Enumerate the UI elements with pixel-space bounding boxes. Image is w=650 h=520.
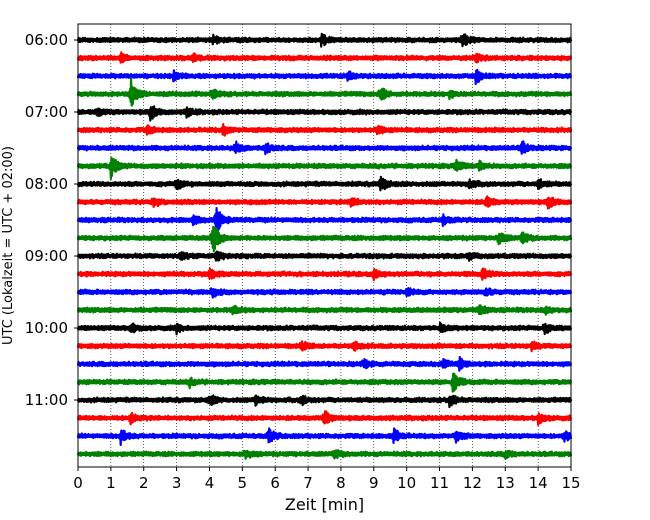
x-axis-ticks: 0 1 2 3 4 5 6 7 8 9 10 11 12 13 14 15 (73, 467, 581, 492)
x-tick-label: 13 (496, 474, 515, 492)
trace-row-1015 (76, 340, 573, 353)
x-tick-label: 9 (369, 474, 379, 492)
trace-row-0745 (76, 156, 573, 181)
x-tick-label: 2 (139, 474, 149, 492)
y-tick-label: 08:00 (25, 175, 68, 193)
x-tick-label: 3 (172, 474, 182, 492)
x-tick-label: 7 (303, 474, 313, 492)
trace-row-0915 (76, 267, 573, 282)
trace-row-0600 (76, 32, 573, 48)
trace-row-0715 (76, 123, 573, 137)
x-tick-label: 6 (270, 474, 280, 492)
y-axis-label: UTC (Lokalzeit = UTC + 02:00) (1, 146, 16, 345)
trace-row-1115 (76, 410, 573, 426)
trace-row-1145 (76, 449, 573, 460)
plot-frame (77, 23, 572, 468)
x-tick-label: 8 (336, 474, 346, 492)
y-tick-label: 07:00 (25, 103, 68, 121)
x-gridlines (110, 24, 539, 467)
y-tick-label: 10:00 (25, 319, 68, 337)
trace-row-1100 (76, 394, 573, 409)
trace-row-1030 (76, 355, 573, 372)
trace-row-0945 (76, 304, 573, 316)
trace-row-1045 (76, 372, 573, 393)
trace-row-0800 (76, 175, 573, 192)
trace-row-0700 (76, 105, 573, 122)
trace-row-0630 (76, 68, 573, 86)
trace-row-0815 (76, 195, 573, 210)
trace-row-0845 (76, 225, 573, 253)
trace-rows (76, 32, 573, 460)
trace-row-0730 (76, 140, 573, 156)
x-tick-label: 5 (238, 474, 248, 492)
x-tick-label: 4 (205, 474, 215, 492)
x-tick-label: 12 (463, 474, 482, 492)
x-axis-label: Zeit [min] (285, 495, 364, 514)
x-tick-label: 14 (529, 474, 548, 492)
x-tick-label: 0 (73, 474, 83, 492)
y-tick-label: 09:00 (25, 247, 68, 265)
x-tick-label: 11 (430, 474, 449, 492)
trace-row-0930 (76, 287, 573, 299)
trace-row-0830 (76, 207, 573, 237)
trace-row-0645 (76, 77, 573, 107)
x-tick-label: 10 (397, 474, 416, 492)
x-tick-label: 15 (561, 474, 580, 492)
trace-row-1130 (76, 427, 573, 447)
trace-row-1000 (76, 321, 573, 336)
x-tick-label: 1 (106, 474, 116, 492)
y-axis-ticks: 06:00 07:00 08:00 09:00 10:00 11:00 (25, 31, 78, 409)
y-tick-label: 11:00 (25, 391, 68, 409)
trace-row-0615 (76, 51, 573, 64)
y-tick-label: 06:00 (25, 31, 68, 49)
trace-row-0900 (76, 250, 573, 262)
